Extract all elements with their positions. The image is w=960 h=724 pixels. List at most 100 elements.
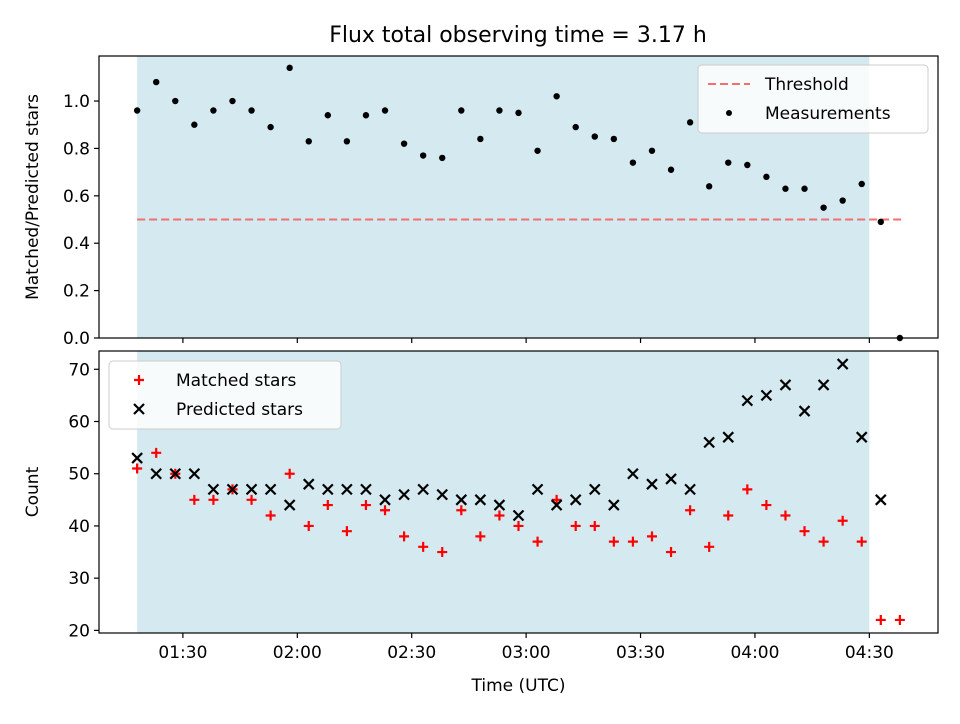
predicted-star-marker bbox=[131, 452, 143, 464]
x-tick-label: 02:00 bbox=[273, 643, 322, 663]
matched-star-marker bbox=[551, 494, 562, 505]
measurement-point bbox=[553, 93, 560, 100]
predicted-star-marker bbox=[436, 488, 449, 501]
measurement-point bbox=[572, 123, 579, 131]
measurement-point bbox=[858, 180, 865, 188]
matched-star-marker bbox=[780, 510, 791, 521]
legend-predicted-swatch bbox=[133, 403, 145, 415]
measurement-point bbox=[686, 119, 694, 126]
measurement-point bbox=[191, 121, 198, 128]
y-tick-label: 50 bbox=[68, 465, 90, 485]
predicted-star-marker bbox=[760, 389, 773, 402]
predicted-star-marker bbox=[646, 478, 658, 490]
measurement-point bbox=[248, 107, 255, 114]
predicted-star-marker bbox=[531, 483, 544, 496]
measurement-point bbox=[839, 197, 846, 204]
predicted-star-marker bbox=[417, 483, 429, 496]
measurement-point bbox=[877, 218, 884, 226]
measurement-point bbox=[610, 135, 618, 143]
predicted-star-marker bbox=[226, 483, 239, 496]
matched-star-marker bbox=[418, 541, 429, 552]
legend-matched-swatch bbox=[134, 375, 144, 385]
measurement-point bbox=[153, 78, 160, 86]
predicted-star-marker bbox=[703, 436, 715, 449]
y-tick-label: 1.0 bbox=[63, 92, 90, 112]
matched-star-marker bbox=[742, 484, 753, 495]
bottom-panel: 20 30 40 50 60 70 01:30 02:00 02:30 03:00 03:30 04:… bbox=[23, 350, 939, 696]
matched-star-marker bbox=[475, 531, 486, 542]
chart-title: Flux total observing time = 3.17 h bbox=[329, 23, 707, 48]
measurement-point bbox=[229, 97, 236, 105]
predicted-star-marker bbox=[512, 509, 525, 522]
measurement-point bbox=[534, 147, 541, 154]
predicted-star-marker bbox=[360, 483, 372, 496]
matched-star-marker bbox=[456, 505, 467, 516]
legend-box bbox=[108, 360, 342, 430]
legend: Matched stars Predicted stars bbox=[108, 360, 342, 430]
matched-star-marker bbox=[875, 614, 886, 625]
measurement-point bbox=[419, 152, 427, 159]
predicted-star-marker bbox=[207, 483, 220, 496]
predicted-star-marker bbox=[875, 494, 887, 506]
predicted-star-marker bbox=[379, 494, 391, 506]
matched-star-marker bbox=[666, 547, 677, 558]
predicted-star-marker bbox=[302, 478, 315, 490]
measurement-point bbox=[667, 166, 675, 173]
matched-star-marker bbox=[322, 500, 333, 511]
measurement-point bbox=[267, 123, 274, 131]
predicted-star-marker bbox=[798, 405, 811, 417]
y-tick-label: 0.2 bbox=[63, 282, 90, 302]
y-tick-label: 60 bbox=[68, 413, 90, 433]
predicted-star-marker bbox=[474, 494, 487, 506]
legend: Threshold Measurements bbox=[697, 64, 929, 134]
predicted-star-marker bbox=[569, 494, 582, 506]
y-axis-label: Count bbox=[23, 466, 43, 517]
y-tick-label: 0.4 bbox=[63, 234, 90, 254]
measurement-point bbox=[362, 112, 370, 119]
legend-label: Threshold bbox=[764, 75, 849, 95]
measurement-point bbox=[343, 138, 351, 145]
measurement-point bbox=[801, 185, 808, 192]
predicted-star-marker bbox=[188, 467, 201, 480]
legend-box bbox=[697, 64, 929, 134]
matched-star-marker bbox=[246, 494, 257, 505]
y-tick-label: 0.6 bbox=[63, 187, 90, 207]
matched-star-marker bbox=[856, 536, 867, 547]
predicted-star-marker bbox=[741, 394, 754, 407]
predicted-star-marker bbox=[341, 483, 353, 496]
x-tick-label: 04:00 bbox=[730, 643, 779, 663]
measurement-point bbox=[400, 140, 408, 147]
predicted-star-marker bbox=[245, 483, 258, 496]
predicted-star-marker bbox=[665, 473, 677, 485]
measurement-point bbox=[591, 133, 598, 140]
matched-star-marker bbox=[437, 547, 448, 558]
matched-star-marker bbox=[799, 526, 810, 537]
predicted-star-marker bbox=[608, 499, 620, 511]
matched-star-marker bbox=[208, 494, 219, 505]
measurement-point bbox=[725, 159, 732, 166]
measurement-point bbox=[705, 183, 713, 190]
x-axis-label: Time (UTC) bbox=[471, 676, 566, 696]
predicted-star-marker bbox=[398, 488, 410, 501]
axes-frame bbox=[98, 55, 939, 339]
measurement-point bbox=[648, 147, 656, 154]
predicted-star-marker bbox=[817, 379, 830, 391]
matched-star-marker bbox=[570, 520, 581, 531]
axes-frame bbox=[98, 350, 939, 634]
matched-star-marker bbox=[360, 500, 371, 511]
measurement-point bbox=[744, 161, 751, 169]
measurement-point bbox=[286, 64, 293, 72]
predicted-star-marker bbox=[283, 499, 296, 511]
legend-label: Matched stars bbox=[176, 371, 296, 391]
measurement-point bbox=[172, 97, 179, 105]
predicted-star-marker bbox=[169, 467, 182, 480]
matched-star-marker bbox=[189, 494, 200, 505]
predicted-star-marker bbox=[150, 467, 162, 480]
matched-star-marker bbox=[608, 536, 619, 547]
x-tick-label: 01:30 bbox=[158, 643, 207, 663]
matched-star-marker bbox=[284, 468, 295, 479]
predicted-star-marker bbox=[550, 499, 563, 511]
y-tick-label: 20 bbox=[68, 621, 90, 641]
predicted-star-marker bbox=[836, 358, 849, 370]
